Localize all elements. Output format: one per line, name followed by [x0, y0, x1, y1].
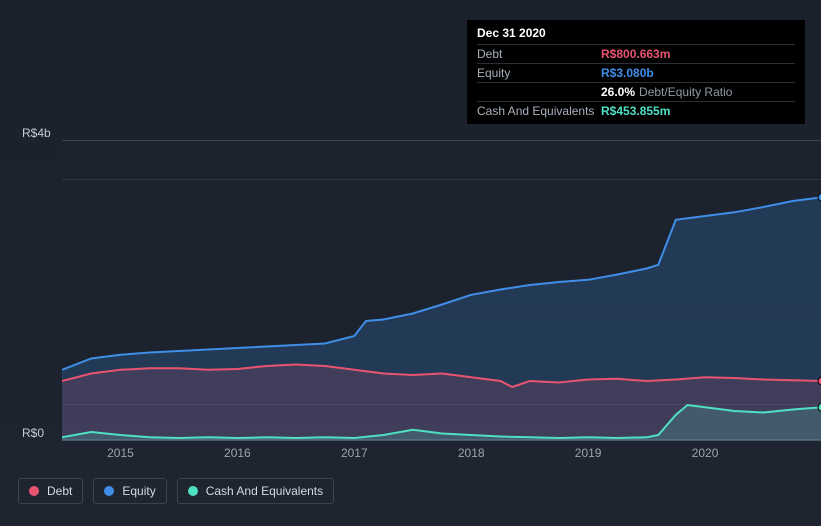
tooltip-date: Dec 31 2020: [477, 26, 795, 40]
x-axis-tick: 2016: [224, 446, 251, 460]
tooltip-row-label: [477, 85, 601, 99]
tooltip-row-label: Debt: [477, 47, 601, 61]
chart-plot-wrap: [18, 140, 804, 440]
tooltip-row: 26.0%Debt/Equity Ratio: [477, 82, 795, 101]
legend-swatch: [104, 486, 114, 496]
tooltip-row-value: R$453.855m: [601, 104, 670, 118]
legend-item[interactable]: Cash And Equivalents: [177, 478, 334, 504]
x-axis-tick: 2017: [341, 446, 368, 460]
tooltip-row-label: Cash And Equivalents: [477, 104, 601, 118]
y-axis-label: R$4b: [22, 126, 51, 140]
legend-swatch: [29, 486, 39, 496]
legend-label: Equity: [122, 484, 155, 498]
x-axis-tick: 2020: [692, 446, 719, 460]
chart-container: Dec 31 2020 DebtR$800.663mEquityR$3.080b…: [0, 0, 821, 526]
x-axis-tick: 2018: [458, 446, 485, 460]
tooltip-row: DebtR$800.663m: [477, 44, 795, 63]
legend-label: Cash And Equivalents: [206, 484, 323, 498]
tooltip-panel: Dec 31 2020 DebtR$800.663mEquityR$3.080b…: [467, 20, 805, 124]
tooltip-row-value: 26.0%Debt/Equity Ratio: [601, 85, 732, 99]
tooltip-row-suffix: Debt/Equity Ratio: [639, 85, 732, 99]
tooltip-row: Cash And EquivalentsR$453.855m: [477, 101, 795, 120]
tooltip-row-value: R$800.663m: [601, 47, 670, 61]
legend-swatch: [188, 486, 198, 496]
plot-area[interactable]: [62, 140, 821, 440]
legend-item[interactable]: Equity: [93, 478, 166, 504]
legend-item[interactable]: Debt: [18, 478, 83, 504]
x-axis: 2015 2016 2017 2018 2019 2020: [62, 446, 821, 466]
legend-label: Debt: [47, 484, 72, 498]
x-axis-tick: 2015: [107, 446, 134, 460]
tooltip-row-value: R$3.080b: [601, 66, 654, 80]
legend: Debt Equity Cash And Equivalents: [18, 478, 334, 504]
tooltip-row: EquityR$3.080b: [477, 63, 795, 82]
x-axis-tick: 2019: [575, 446, 602, 460]
tooltip-row-label: Equity: [477, 66, 601, 80]
chart-svg: [62, 141, 821, 441]
